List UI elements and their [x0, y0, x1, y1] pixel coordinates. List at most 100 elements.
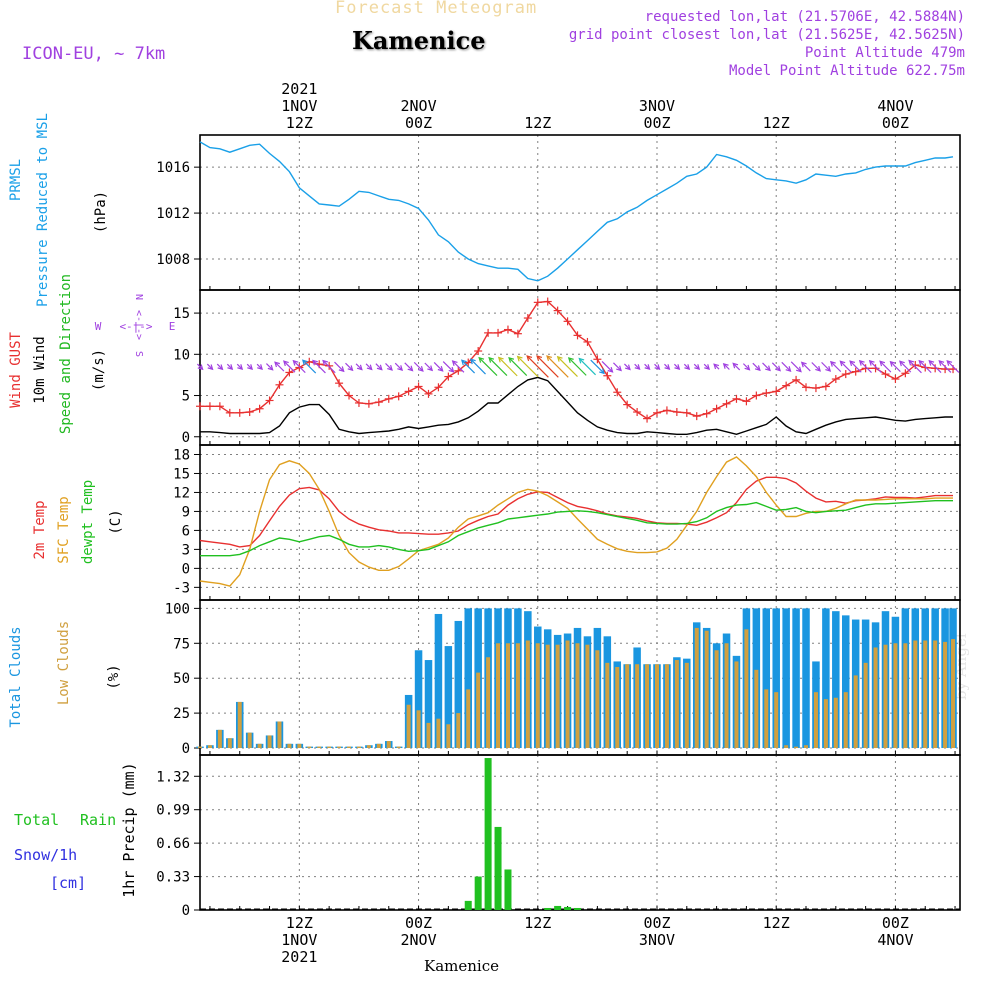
gust-marker	[772, 387, 781, 396]
ytick-label: 0.66	[156, 836, 190, 852]
gust-marker	[931, 364, 940, 373]
precip-bar	[544, 907, 552, 910]
total-cloud-bar	[434, 613, 443, 749]
ytick-label: 0	[182, 561, 190, 577]
wind-direction-arrow	[742, 363, 751, 371]
top-time-label: 00Z	[643, 114, 670, 132]
temp-line-dewpt	[200, 500, 953, 557]
low-cloud-bar	[327, 746, 332, 749]
low-cloud-bar	[704, 630, 709, 749]
gust-marker	[752, 391, 761, 400]
pressure-axis-label: (hPa)	[93, 191, 109, 233]
location-title: Kamenice	[352, 26, 486, 55]
low-cloud-bar	[277, 721, 282, 749]
ytick-label: 6	[182, 523, 190, 539]
gust-marker	[662, 406, 671, 415]
ytick-label: 0.99	[156, 803, 190, 819]
low-cloud-bar	[237, 701, 242, 749]
low-cloud-bar	[714, 650, 719, 749]
gust-marker	[404, 387, 413, 396]
temp-line-temp2m	[199, 476, 953, 548]
gust-marker	[881, 370, 890, 379]
low-cloud-bar	[525, 640, 530, 749]
compass-west: W	[95, 320, 102, 333]
top-time-label: 4NOV	[877, 97, 913, 115]
gust-marker	[643, 414, 652, 423]
low-cloud-bar	[317, 746, 322, 749]
wind-direction-arrow	[442, 361, 455, 373]
pressure-line	[199, 141, 954, 282]
wind-direction-arrow	[908, 359, 922, 374]
wind-axis-label: Speed and Direction	[58, 274, 74, 434]
top-time-label: 12Z	[286, 114, 313, 132]
wind-direction-arrow	[703, 363, 711, 371]
total-cloud-bar	[782, 608, 790, 749]
gust-marker	[215, 402, 224, 411]
ytick-label: 75	[173, 636, 190, 652]
ytick-label: 0.33	[156, 870, 190, 886]
wind-direction-arrow	[355, 363, 363, 371]
bottom-time-label: 00Z	[882, 914, 909, 932]
wind-direction-arrow	[451, 360, 465, 373]
ytick-label: 0	[182, 903, 190, 919]
precip-bar	[564, 906, 572, 910]
top-time-label: 3NOV	[639, 97, 675, 115]
low-cloud-bar	[217, 729, 222, 749]
gust-marker	[414, 382, 423, 391]
low-cloud-bar	[555, 644, 560, 749]
wind-direction-arrow	[497, 356, 518, 377]
legend-total: Total	[14, 811, 59, 829]
total-cloud-bar	[802, 608, 810, 749]
gust-marker	[861, 364, 870, 373]
wind-direction-arrow	[693, 363, 701, 371]
compass-ns-arrow: <-|->	[133, 310, 144, 340]
model-label: ICON-EU, ~ 7km	[22, 44, 166, 64]
low-cloud-bar	[645, 664, 650, 749]
gust-marker	[652, 408, 661, 417]
low-cloud-bar	[376, 743, 381, 749]
low-cloud-bar	[951, 639, 956, 749]
wind-direction-arrow	[256, 363, 263, 371]
wind-axis-label: Wind GUST	[8, 332, 24, 408]
low-cloud-bar	[386, 741, 391, 749]
gust-marker	[831, 375, 840, 384]
compass-south: S	[133, 351, 144, 357]
gust-marker	[702, 409, 711, 418]
gust-marker	[563, 317, 572, 326]
wind-direction-arrow	[322, 359, 336, 374]
total-cloud-bar	[842, 615, 850, 749]
gust-marker	[911, 361, 920, 370]
product-title: Forecast Meteogram	[335, 0, 538, 18]
header: Forecast Meteogram ICON-EU, ~ 7km Kameni…	[0, 0, 1000, 90]
wind-direction-arrow	[478, 356, 498, 377]
low-cloud-bar	[684, 662, 689, 749]
bottom-time-label: 4NOV	[877, 931, 913, 949]
precip-axis-label: 1hr Precip (mm)	[120, 762, 138, 897]
wind-direction-arrow	[781, 361, 792, 372]
gust-marker	[722, 399, 731, 408]
low-cloud-bar	[565, 640, 570, 749]
ytick-label: 3	[182, 542, 190, 558]
gust-marker	[732, 394, 741, 403]
gust-marker	[613, 388, 622, 397]
wind-direction-arrow	[578, 357, 597, 376]
gust-marker	[712, 404, 721, 413]
gust-marker	[633, 408, 642, 417]
wind-direction-arrow	[433, 362, 444, 372]
gust-marker	[424, 389, 433, 398]
low-cloud-bar	[654, 664, 659, 749]
low-cloud-bar	[734, 661, 739, 749]
wind-direction-arrow	[732, 362, 741, 371]
low-cloud-bar	[366, 745, 371, 749]
gust-marker	[494, 328, 503, 337]
low-cloud-bar	[615, 667, 620, 749]
pressure-axis-label: PRMSL	[8, 159, 24, 201]
low-cloud-bar	[436, 718, 441, 749]
gust-marker	[792, 375, 801, 384]
gust-marker	[841, 370, 850, 379]
wind-direction-arrow	[216, 363, 224, 371]
top-time-label: 1NOV	[281, 97, 317, 115]
wind-direction-arrow	[664, 363, 671, 371]
legend-rain: Rain	[80, 811, 116, 829]
